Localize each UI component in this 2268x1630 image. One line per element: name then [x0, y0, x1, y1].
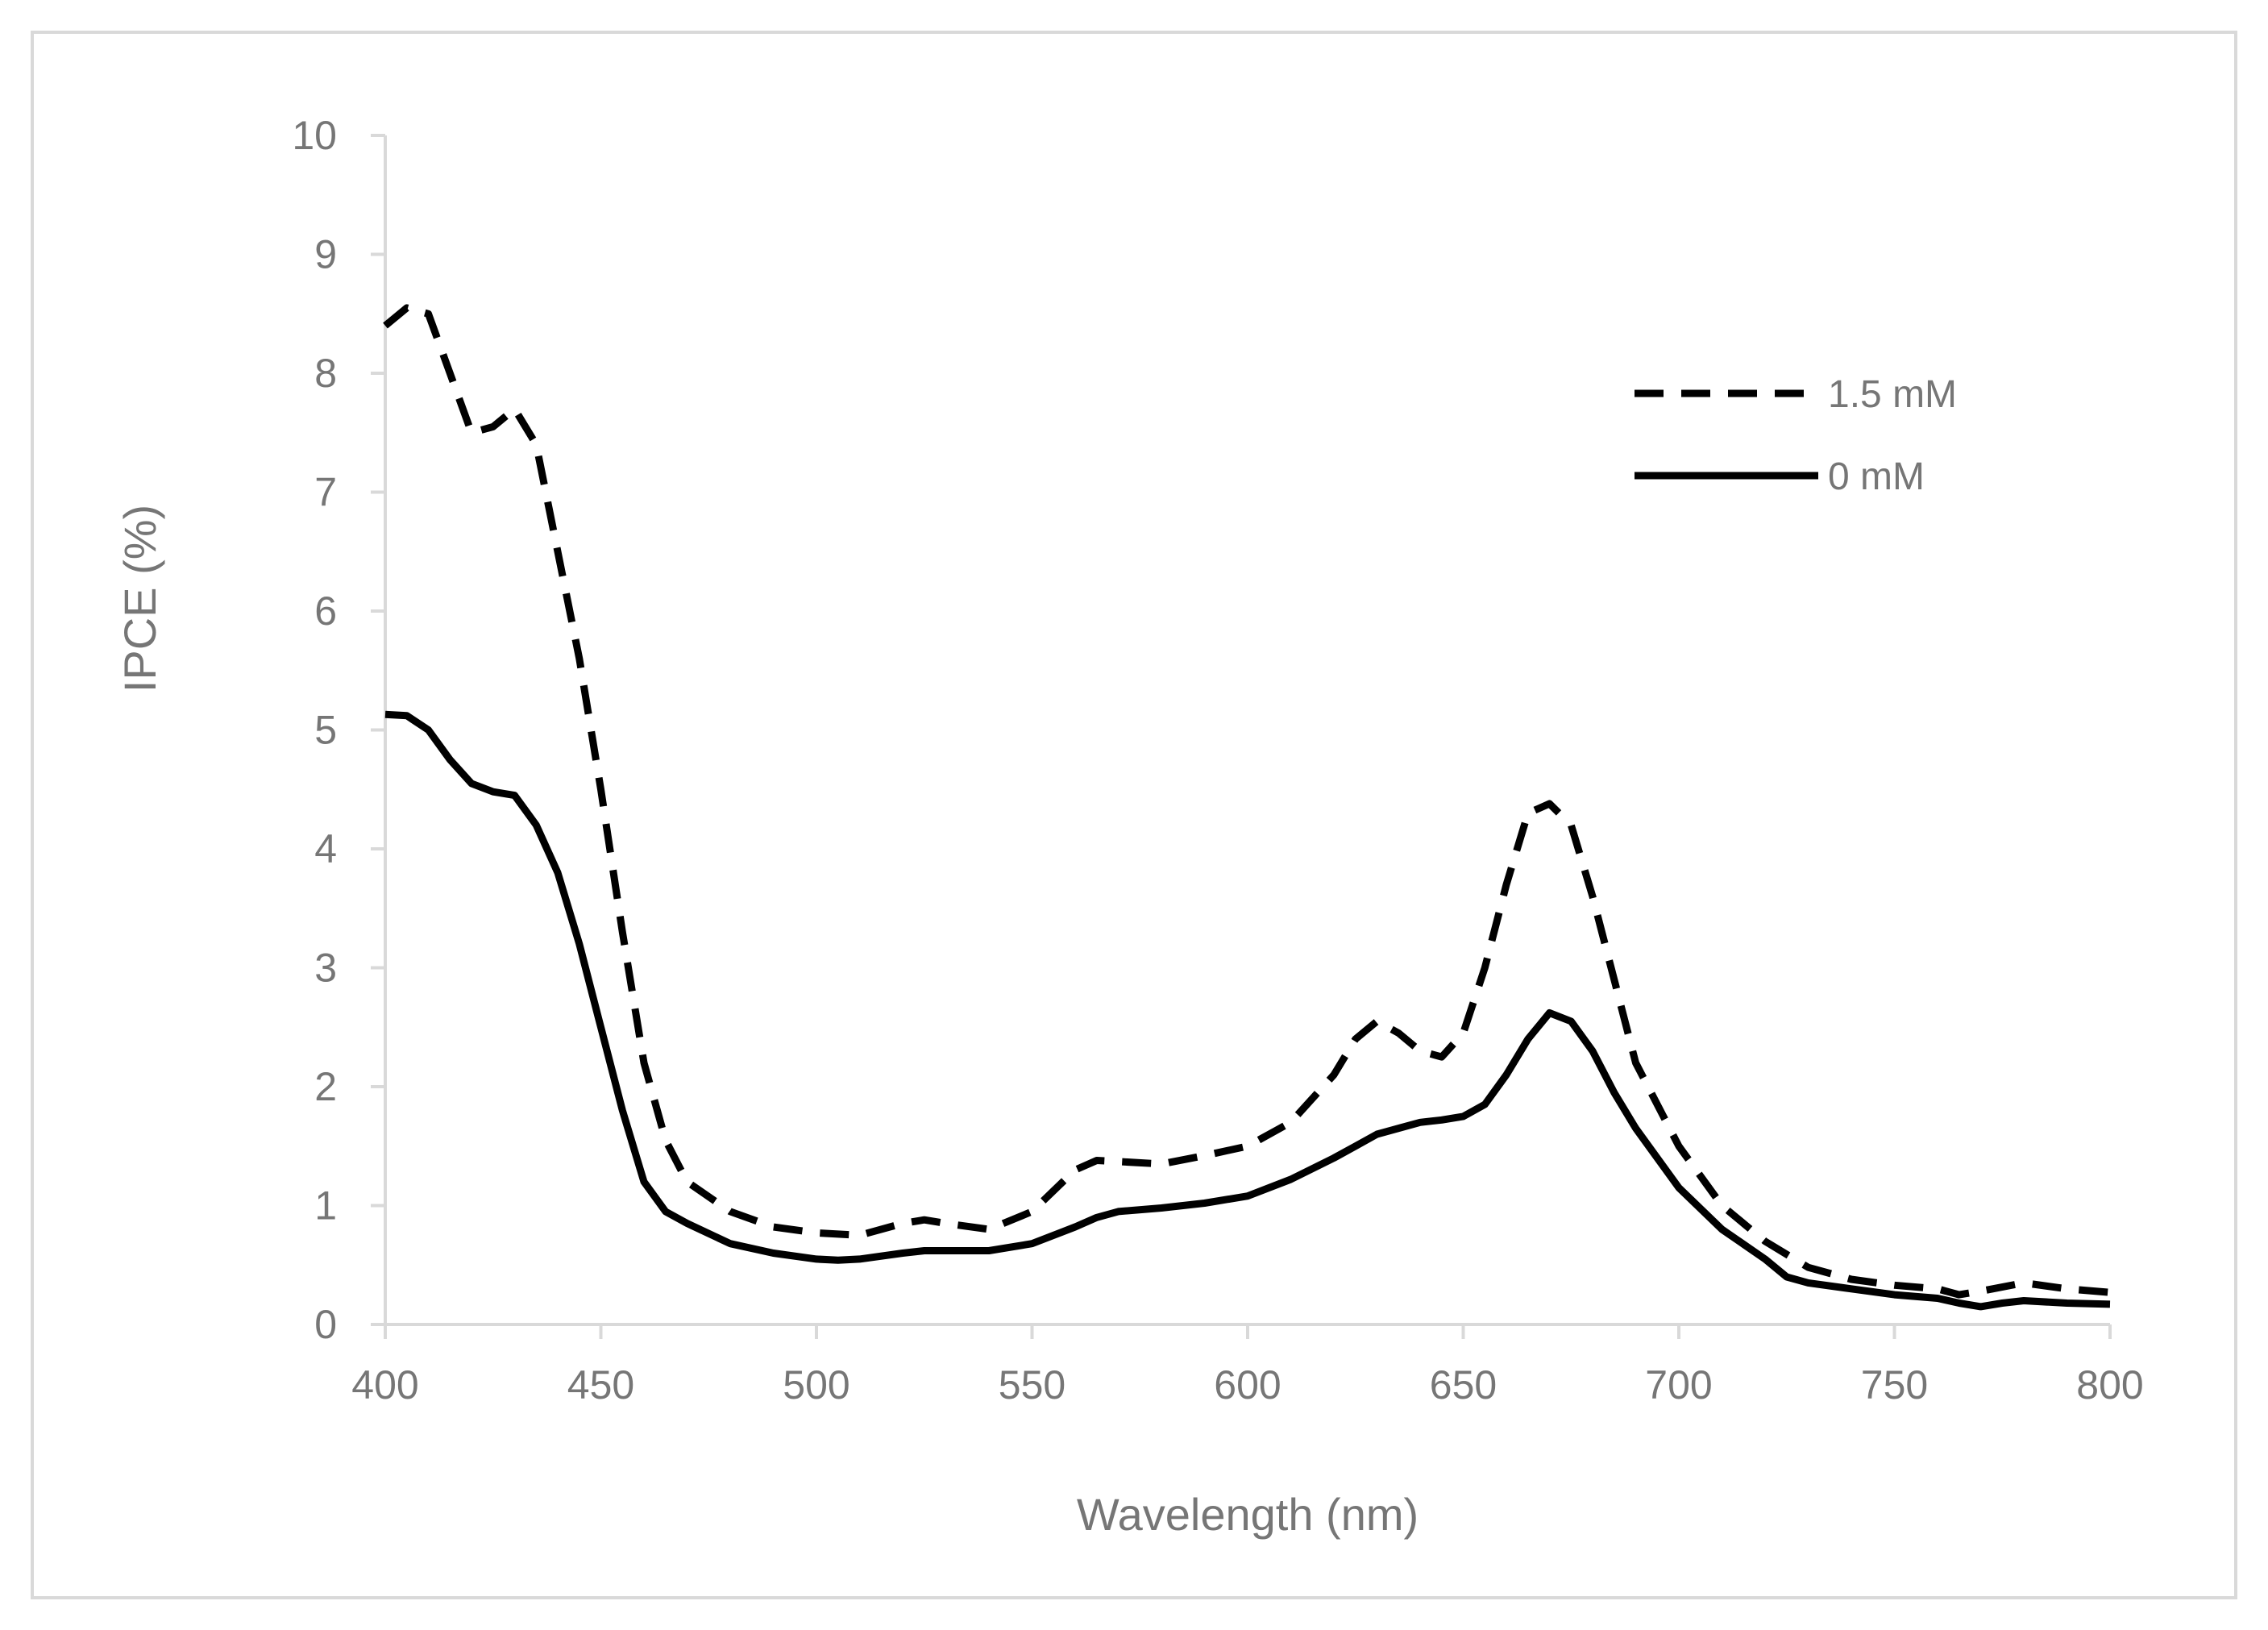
legend: 1.5 mM 0 mM — [1635, 373, 1957, 498]
x-tick-label: 800 — [2076, 1362, 2143, 1408]
x-tick-label: 650 — [1430, 1362, 1497, 1408]
series-line-1-5-mm — [383, 304, 2111, 1299]
x-tick-label: 700 — [1645, 1362, 1712, 1408]
axes: 400 450 500 550 600 650 700 750 800 0 1 2 3 4 5 6 7 8 9 10 — [292, 113, 2143, 1408]
series-lines — [383, 304, 2111, 1311]
y-axis-title: IPCE (%) — [114, 505, 165, 692]
x-axis-title: Wavelength (nm) — [1077, 1489, 1419, 1540]
x-tick-label: 500 — [783, 1362, 849, 1408]
y-tick-label: 6 — [314, 588, 337, 634]
legend-label-0-mm: 0 mM — [1828, 455, 1925, 498]
y-tick-label: 0 — [314, 1302, 337, 1347]
x-tick-label: 450 — [567, 1362, 634, 1408]
x-tick-label: 550 — [999, 1362, 1065, 1408]
legend-label-1-5-mm: 1.5 mM — [1828, 373, 1957, 416]
x-tick-label: 600 — [1214, 1362, 1281, 1408]
chart-frame — [31, 31, 2237, 1599]
y-tick-label: 3 — [314, 946, 337, 991]
y-tick-label: 5 — [314, 708, 337, 753]
x-tick-label: 750 — [1861, 1362, 1928, 1408]
y-tick-label: 7 — [314, 470, 337, 515]
y-tick-label: 10 — [292, 113, 337, 158]
y-tick-label: 9 — [314, 232, 337, 277]
y-tick-label: 4 — [314, 826, 337, 871]
y-tick-label: 8 — [314, 351, 337, 396]
series-line-0-mm — [384, 710, 2111, 1311]
y-tick-label: 1 — [314, 1183, 337, 1229]
y-tick-label: 2 — [314, 1064, 337, 1109]
x-tick-label: 400 — [351, 1362, 418, 1408]
